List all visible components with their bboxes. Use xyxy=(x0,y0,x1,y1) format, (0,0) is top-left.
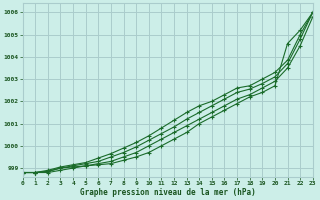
X-axis label: Graphe pression niveau de la mer (hPa): Graphe pression niveau de la mer (hPa) xyxy=(80,188,256,197)
